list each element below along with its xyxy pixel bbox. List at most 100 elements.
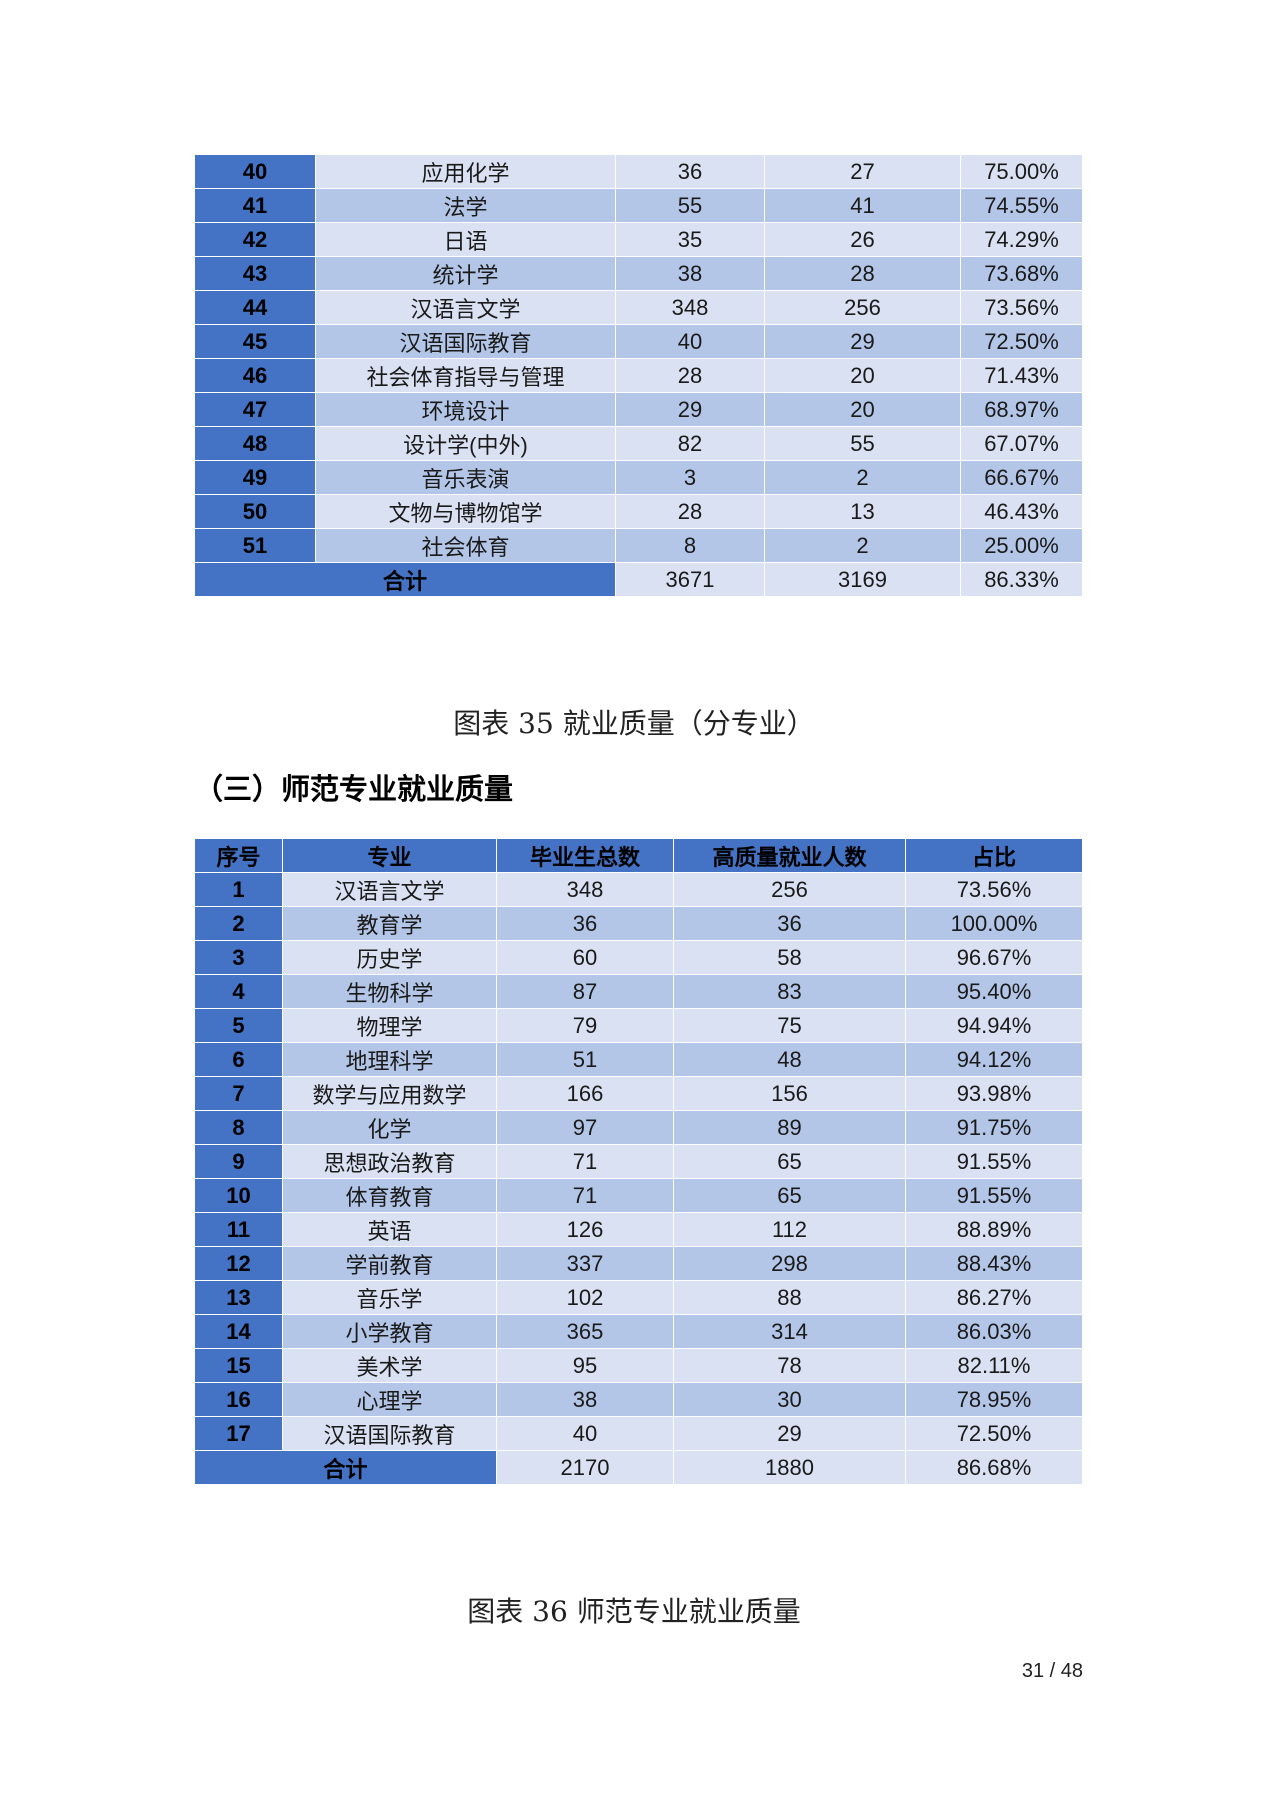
- table-row: 2 教育学 36 36 100.00%: [194, 906, 1083, 941]
- row-number: 12: [194, 1246, 283, 1281]
- page-number: 31 / 48: [1021, 1660, 1083, 1682]
- row-number: 51: [194, 528, 316, 563]
- graduates-count: 28: [615, 494, 765, 529]
- total-ratio: 86.68%: [905, 1450, 1083, 1485]
- ratio-value: 68.97%: [960, 392, 1083, 427]
- total-label: 合计: [194, 1450, 497, 1485]
- table-row: 14 小学教育 365 314 86.03%: [194, 1314, 1083, 1349]
- major-name: 社会体育: [315, 528, 616, 563]
- major-name: 地理科学: [282, 1042, 497, 1077]
- ratio-value: 25.00%: [960, 528, 1083, 563]
- row-number: 42: [194, 222, 316, 257]
- table-row: 40 应用化学 36 27 75.00%: [194, 154, 1083, 189]
- table-row: 51 社会体育 8 2 25.00%: [194, 528, 1083, 563]
- row-number: 3: [194, 940, 283, 975]
- row-number: 49: [194, 460, 316, 495]
- major-name: 社会体育指导与管理: [315, 358, 616, 393]
- table-row: 3 历史学 60 58 96.67%: [194, 940, 1083, 975]
- row-number: 48: [194, 426, 316, 461]
- high-quality-count: 27: [764, 154, 961, 189]
- figure-caption-36: 图表 36 师范专业就业质量: [467, 1595, 801, 1628]
- total-high-quality: 3169: [764, 562, 961, 597]
- graduates-count: 8: [615, 528, 765, 563]
- row-number: 41: [194, 188, 316, 223]
- header-graduates: 毕业生总数: [496, 838, 674, 873]
- graduates-count: 55: [615, 188, 765, 223]
- major-name: 统计学: [315, 256, 616, 291]
- graduates-count: 60: [496, 940, 674, 975]
- graduates-count: 82: [615, 426, 765, 461]
- total-row: 合计 2170 1880 86.68%: [194, 1450, 1083, 1485]
- major-name: 英语: [282, 1212, 497, 1247]
- ratio-value: 74.55%: [960, 188, 1083, 223]
- high-quality-count: 41: [764, 188, 961, 223]
- ratio-value: 66.67%: [960, 460, 1083, 495]
- table-row: 45 汉语国际教育 40 29 72.50%: [194, 324, 1083, 359]
- major-name: 文物与博物馆学: [315, 494, 616, 529]
- major-name: 小学教育: [282, 1314, 497, 1349]
- high-quality-count: 55: [764, 426, 961, 461]
- major-name: 汉语言文学: [282, 872, 497, 907]
- total-graduates: 3671: [615, 562, 765, 597]
- major-name: 物理学: [282, 1008, 497, 1043]
- high-quality-count: 65: [673, 1144, 906, 1179]
- high-quality-count: 65: [673, 1178, 906, 1213]
- major-name: 美术学: [282, 1348, 497, 1383]
- major-name: 心理学: [282, 1382, 497, 1417]
- graduates-count: 38: [615, 256, 765, 291]
- ratio-value: 75.00%: [960, 154, 1083, 189]
- ratio-value: 88.89%: [905, 1212, 1083, 1247]
- row-number: 9: [194, 1144, 283, 1179]
- graduates-count: 102: [496, 1280, 674, 1315]
- table-row: 8 化学 97 89 91.75%: [194, 1110, 1083, 1145]
- graduates-count: 126: [496, 1212, 674, 1247]
- ratio-value: 72.50%: [905, 1416, 1083, 1451]
- section-heading: （三）师范专业就业质量: [194, 774, 514, 806]
- high-quality-count: 29: [673, 1416, 906, 1451]
- ratio-value: 67.07%: [960, 426, 1083, 461]
- table-row: 12 学前教育 337 298 88.43%: [194, 1246, 1083, 1281]
- high-quality-count: 36: [673, 906, 906, 941]
- ratio-value: 46.43%: [960, 494, 1083, 529]
- header-major: 专业: [282, 838, 497, 873]
- total-row: 合计 3671 3169 86.33%: [194, 562, 1083, 597]
- major-name: 思想政治教育: [282, 1144, 497, 1179]
- header-no: 序号: [194, 838, 283, 873]
- graduates-count: 28: [615, 358, 765, 393]
- major-name: 历史学: [282, 940, 497, 975]
- high-quality-count: 314: [673, 1314, 906, 1349]
- ratio-value: 73.68%: [960, 256, 1083, 291]
- high-quality-count: 156: [673, 1076, 906, 1111]
- high-quality-count: 2: [764, 460, 961, 495]
- table-row: 47 环境设计 29 20 68.97%: [194, 392, 1083, 427]
- graduates-count: 71: [496, 1144, 674, 1179]
- row-number: 44: [194, 290, 316, 325]
- ratio-value: 96.67%: [905, 940, 1083, 975]
- row-number: 50: [194, 494, 316, 529]
- major-name: 汉语言文学: [315, 290, 616, 325]
- table-row: 46 社会体育指导与管理 28 20 71.43%: [194, 358, 1083, 393]
- major-name: 音乐表演: [315, 460, 616, 495]
- table-row: 48 设计学(中外) 82 55 67.07%: [194, 426, 1083, 461]
- table-row: 41 法学 55 41 74.55%: [194, 188, 1083, 223]
- high-quality-count: 58: [673, 940, 906, 975]
- high-quality-count: 20: [764, 392, 961, 427]
- ratio-value: 73.56%: [960, 290, 1083, 325]
- table-row: 5 物理学 79 75 94.94%: [194, 1008, 1083, 1043]
- row-number: 14: [194, 1314, 283, 1349]
- header-high-quality: 高质量就业人数: [673, 838, 906, 873]
- high-quality-count: 89: [673, 1110, 906, 1145]
- graduates-count: 51: [496, 1042, 674, 1077]
- graduates-count: 40: [496, 1416, 674, 1451]
- row-number: 1: [194, 872, 283, 907]
- graduates-count: 348: [615, 290, 765, 325]
- graduates-count: 3: [615, 460, 765, 495]
- ratio-value: 94.94%: [905, 1008, 1083, 1043]
- row-number: 47: [194, 392, 316, 427]
- ratio-value: 86.03%: [905, 1314, 1083, 1349]
- row-number: 17: [194, 1416, 283, 1451]
- row-number: 6: [194, 1042, 283, 1077]
- table-row: 6 地理科学 51 48 94.12%: [194, 1042, 1083, 1077]
- high-quality-count: 112: [673, 1212, 906, 1247]
- table-row: 50 文物与博物馆学 28 13 46.43%: [194, 494, 1083, 529]
